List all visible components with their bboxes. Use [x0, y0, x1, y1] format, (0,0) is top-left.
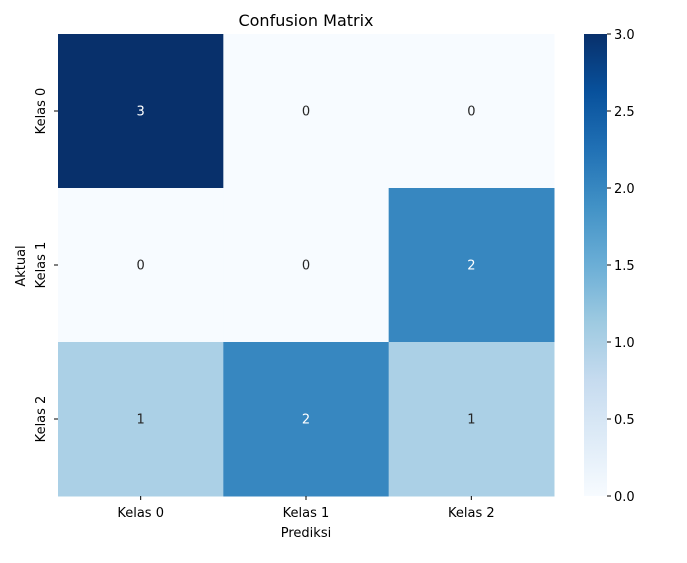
colorbar-tick-label: 0.0 [614, 490, 635, 505]
heatmap-cell [223, 342, 390, 497]
cell-annotations: 3 0 0 0 0 2 1 2 1 [137, 105, 476, 428]
heatmap-cell [388, 342, 555, 497]
x-axis-ticks: Kelas 0 Kelas 1 Kelas 2 [117, 496, 495, 521]
cell-value-label: 0 [302, 105, 310, 120]
heatmap-cell [58, 188, 224, 343]
cell-value-label: 0 [137, 259, 145, 274]
x-tick-label: Kelas 2 [448, 506, 495, 521]
heatmap-cells [58, 34, 555, 497]
x-tick-label: Kelas 1 [283, 506, 330, 521]
cell-value-label: 1 [137, 413, 145, 428]
y-tick-label: Kelas 0 [34, 88, 49, 135]
chart-title: Confusion Matrix [238, 11, 373, 30]
heatmap-cell [223, 34, 390, 189]
x-axis-label: Prediksi [281, 526, 331, 541]
heatmap-cell [388, 34, 555, 189]
colorbar-tick-label: 0.5 [614, 413, 635, 428]
heatmap-cell [58, 34, 224, 189]
colorbar-tick-label: 3.0 [614, 28, 635, 43]
y-axis-label: Aktual [14, 245, 29, 286]
heatmap-cell [223, 188, 390, 343]
y-tick-label: Kelas 2 [34, 396, 49, 443]
colorbar-tick-label: 2.5 [614, 105, 635, 120]
y-tick-label: Kelas 1 [34, 242, 49, 289]
cell-value-label: 1 [467, 413, 475, 428]
cell-value-label: 2 [302, 413, 310, 428]
colorbar-tick-label: 1.0 [614, 336, 635, 351]
cell-value-label: 3 [137, 105, 145, 120]
cell-value-label: 0 [302, 259, 310, 274]
x-tick-label: Kelas 0 [117, 506, 164, 521]
colorbar-tick-label: 2.0 [614, 182, 635, 197]
colorbar-tick-label: 1.5 [614, 259, 635, 274]
cell-value-label: 0 [467, 105, 475, 120]
colorbar-ticks: 0.0 0.5 1.0 1.5 2.0 2.5 3.0 [607, 28, 635, 505]
colorbar [584, 34, 607, 496]
heatmap-cell [388, 188, 555, 343]
cell-value-label: 2 [467, 259, 475, 274]
heatmap-cell [58, 342, 224, 497]
y-axis-ticks: Kelas 0 Kelas 1 Kelas 2 [34, 88, 58, 443]
